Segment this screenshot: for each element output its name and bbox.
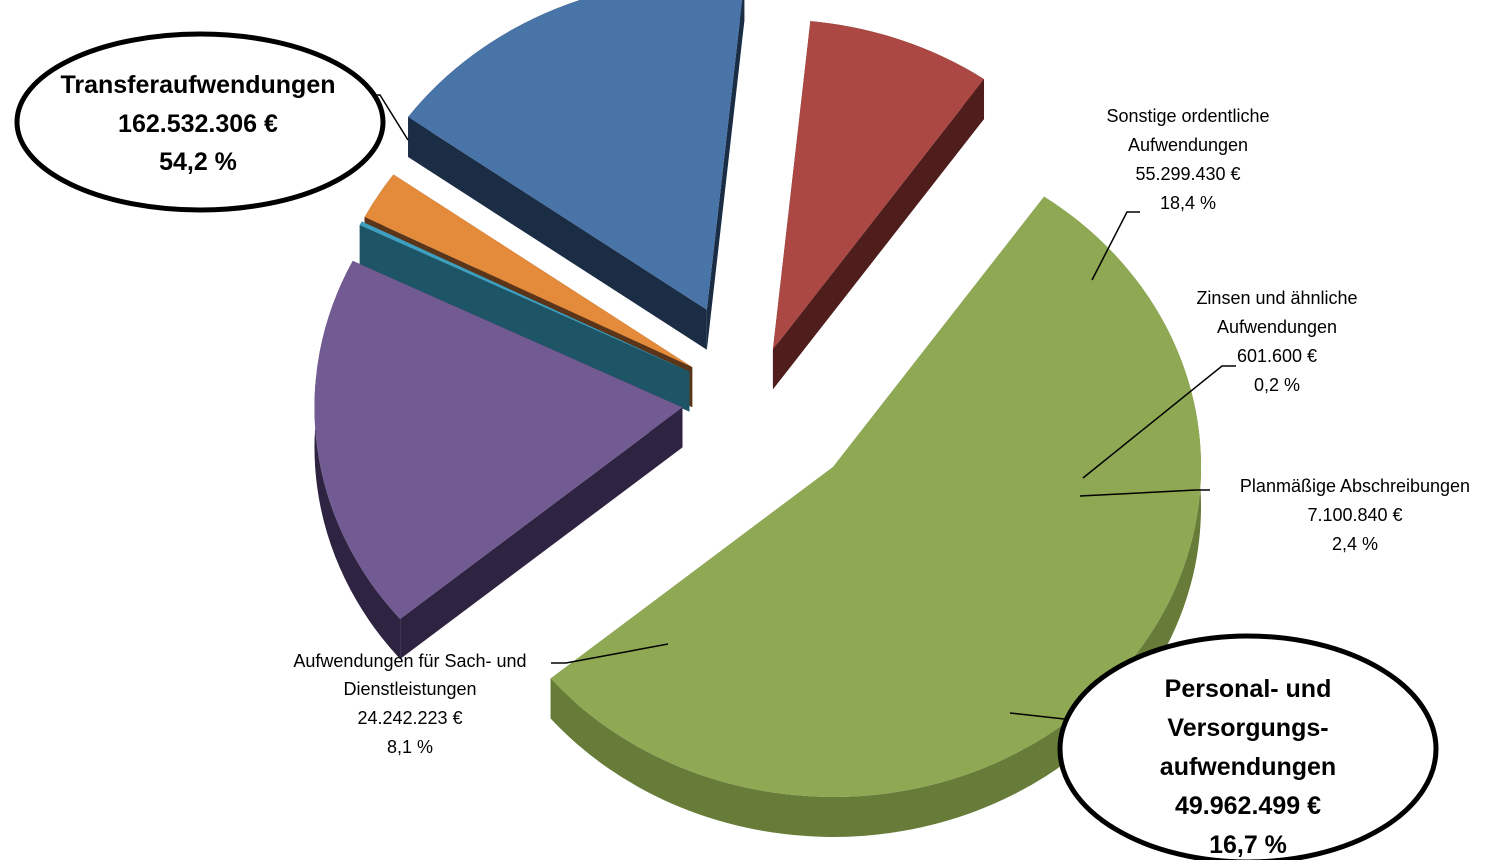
pie-slice-side xyxy=(361,221,690,412)
slice-label-name-line2: Versorgungs- xyxy=(1167,714,1328,742)
pie-slice-top xyxy=(359,221,690,372)
slice-label-amount: 24.242.223 € xyxy=(357,708,462,728)
pie-slice-side xyxy=(772,79,985,390)
slice-label-name: Planmäßige Abschreibungen xyxy=(1240,476,1470,496)
pie-slice-top xyxy=(364,174,693,368)
label-zinsen: Zinsen und ähnliche Aufwendungen 601.600… xyxy=(1196,288,1357,395)
pie-slice-side xyxy=(706,0,745,350)
pie-slice-side xyxy=(400,407,683,660)
slice-label-amount: 601.600 € xyxy=(1237,346,1317,366)
pie-slice-top xyxy=(314,260,683,620)
slice-label-percent: 2,4 % xyxy=(1332,534,1378,554)
slice-label-percent: 8,1 % xyxy=(387,737,433,757)
pie-slices xyxy=(314,0,1202,837)
label-sach-dienstleistungen: Aufwendungen für Sach- und Dienstleistun… xyxy=(293,651,526,757)
highlight-ellipse-transfer xyxy=(14,31,386,213)
pie-slice xyxy=(314,260,683,660)
label-sonstige: Sonstige ordentliche Aufwendungen 55.299… xyxy=(1106,106,1269,213)
pie-slice-rim xyxy=(314,260,401,660)
pie-slice xyxy=(550,196,1202,837)
slice-label-amount: 162.532.306 € xyxy=(118,110,278,138)
label-transfer: Transferaufwendungen 162.532.306 € 54,2 … xyxy=(14,31,386,213)
leader-line xyxy=(1091,211,1140,281)
pie-slice xyxy=(408,0,745,350)
pie-slice-top xyxy=(408,0,743,310)
label-personal: Personal- und Versorgungs- aufwendungen … xyxy=(1057,633,1439,860)
label-abschreibungen: Planmäßige Abschreibungen 7.100.840 € 2,… xyxy=(1240,476,1470,554)
slice-label-name-line2: Aufwendungen xyxy=(1128,135,1248,155)
slice-label-amount: 55.299.430 € xyxy=(1135,164,1240,184)
leader-line xyxy=(1082,365,1236,479)
slice-label-name-line1: Aufwendungen für Sach- und xyxy=(293,651,526,671)
slice-label-percent: 16,7 % xyxy=(1209,831,1287,859)
highlight-ellipse-personal xyxy=(1057,633,1439,860)
slice-label-percent: 18,4 % xyxy=(1160,193,1216,213)
slice-label-percent: 0,2 % xyxy=(1254,375,1300,395)
pie-slice-side xyxy=(408,117,707,350)
slice-label-name-line2: Dienstleistungen xyxy=(343,679,476,699)
pie-slice xyxy=(359,221,690,412)
leader-line xyxy=(551,643,669,664)
slice-label-name-line2: Aufwendungen xyxy=(1217,317,1337,337)
pie-slice xyxy=(772,21,985,390)
slice-label-name: Transferaufwendungen xyxy=(60,71,335,99)
pie-slice-top xyxy=(550,196,1202,797)
slice-label-name-line1: Sonstige ordentliche xyxy=(1106,106,1269,126)
slice-label-name-line3: aufwendungen xyxy=(1160,753,1336,781)
slice-label-name-line1: Personal- und xyxy=(1165,675,1332,703)
leader-line xyxy=(1079,489,1210,497)
pie-slice-top xyxy=(772,21,985,350)
pie-slice-rim xyxy=(550,196,1202,837)
slice-label-name-line1: Zinsen und ähnliche xyxy=(1196,288,1357,308)
slice-label-amount: 49.962.499 € xyxy=(1175,792,1321,820)
slice-label-amount: 7.100.840 € xyxy=(1307,505,1402,525)
pie-slice-rim xyxy=(359,221,362,266)
slice-label-percent: 54,2 % xyxy=(159,148,237,176)
